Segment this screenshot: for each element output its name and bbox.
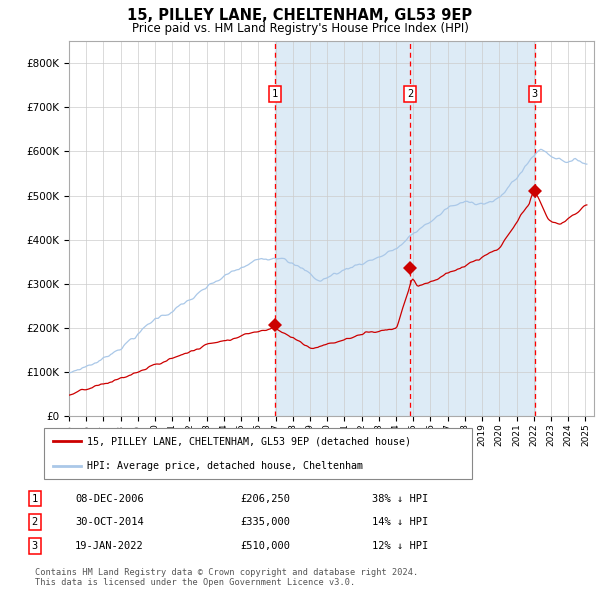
Text: 1: 1 [32, 494, 38, 503]
Text: This data is licensed under the Open Government Licence v3.0.: This data is licensed under the Open Gov… [35, 578, 355, 587]
Text: 19-JAN-2022: 19-JAN-2022 [75, 541, 144, 550]
Text: £335,000: £335,000 [240, 517, 290, 527]
Text: 08-DEC-2006: 08-DEC-2006 [75, 494, 144, 503]
Text: 3: 3 [32, 541, 38, 550]
Text: 2: 2 [407, 89, 413, 99]
Text: 30-OCT-2014: 30-OCT-2014 [75, 517, 144, 527]
Text: 3: 3 [532, 89, 538, 99]
Text: £510,000: £510,000 [240, 541, 290, 550]
Text: 15, PILLEY LANE, CHELTENHAM, GL53 9EP: 15, PILLEY LANE, CHELTENHAM, GL53 9EP [127, 8, 473, 22]
Text: 15, PILLEY LANE, CHELTENHAM, GL53 9EP (detached house): 15, PILLEY LANE, CHELTENHAM, GL53 9EP (d… [88, 436, 412, 446]
Text: £206,250: £206,250 [240, 494, 290, 503]
Text: Price paid vs. HM Land Registry's House Price Index (HPI): Price paid vs. HM Land Registry's House … [131, 22, 469, 35]
Text: Contains HM Land Registry data © Crown copyright and database right 2024.: Contains HM Land Registry data © Crown c… [35, 568, 418, 576]
FancyBboxPatch shape [44, 428, 472, 479]
Text: 14% ↓ HPI: 14% ↓ HPI [372, 517, 428, 527]
Text: 38% ↓ HPI: 38% ↓ HPI [372, 494, 428, 503]
Text: 1: 1 [272, 89, 278, 99]
Text: 12% ↓ HPI: 12% ↓ HPI [372, 541, 428, 550]
Text: HPI: Average price, detached house, Cheltenham: HPI: Average price, detached house, Chel… [88, 461, 364, 471]
Bar [275, 41, 535, 416]
Text: 2: 2 [32, 517, 38, 527]
